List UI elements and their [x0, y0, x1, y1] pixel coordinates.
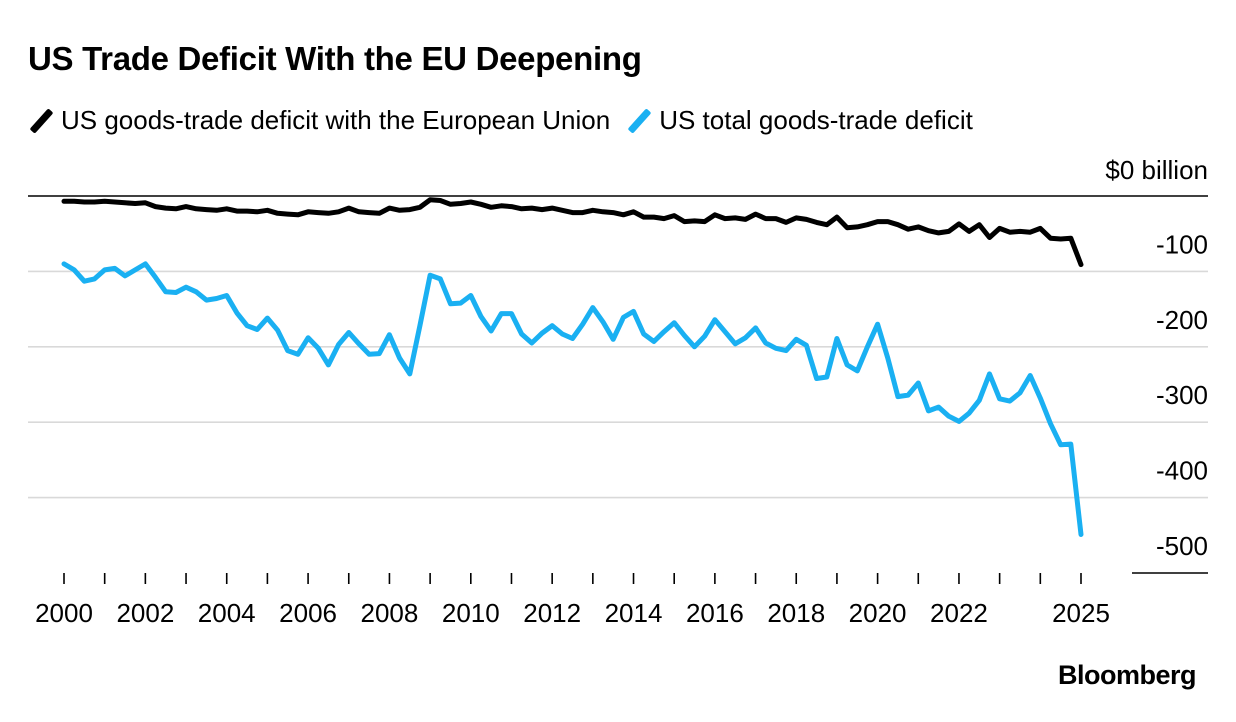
- y-tick-label: -500: [1156, 531, 1208, 561]
- chart-title: US Trade Deficit With the EU Deepening: [28, 40, 642, 77]
- x-tick-label: 2000: [35, 598, 93, 628]
- legend: US goods-trade deficit with the European…: [28, 105, 989, 136]
- x-tick-label: 2018: [767, 598, 825, 628]
- x-tick-label: 2008: [361, 598, 419, 628]
- y-tick-label: -200: [1156, 305, 1208, 335]
- x-tick-label: 2004: [198, 598, 256, 628]
- x-tick-label: 2016: [686, 598, 744, 628]
- x-tick-label: 2012: [523, 598, 581, 628]
- legend-label-eu: US goods-trade deficit with the European…: [61, 105, 611, 135]
- y-tick-label: -400: [1156, 456, 1208, 486]
- x-tick-label: 2002: [116, 598, 174, 628]
- x-tick-label: 2014: [605, 598, 663, 628]
- y-tick-label: $0 billion: [1105, 155, 1208, 185]
- x-tick-label: 2020: [849, 598, 907, 628]
- series-line-eu: [61, 197, 1084, 268]
- x-tick-label: 2022: [930, 598, 988, 628]
- x-tick-label: 2006: [279, 598, 337, 628]
- legend-item-total: US total goods-trade deficit: [626, 105, 973, 136]
- x-tick-label: 2010: [442, 598, 500, 628]
- series-line-total: [61, 261, 1084, 537]
- legend-label-total: US total goods-trade deficit: [659, 105, 973, 135]
- legend-item-eu: US goods-trade deficit with the European…: [28, 105, 610, 136]
- source-logo: Bloomberg: [1057, 660, 1197, 690]
- y-tick-label: -100: [1156, 229, 1208, 259]
- x-tick-label: 2025: [1052, 598, 1110, 628]
- y-tick-label: -300: [1156, 380, 1208, 410]
